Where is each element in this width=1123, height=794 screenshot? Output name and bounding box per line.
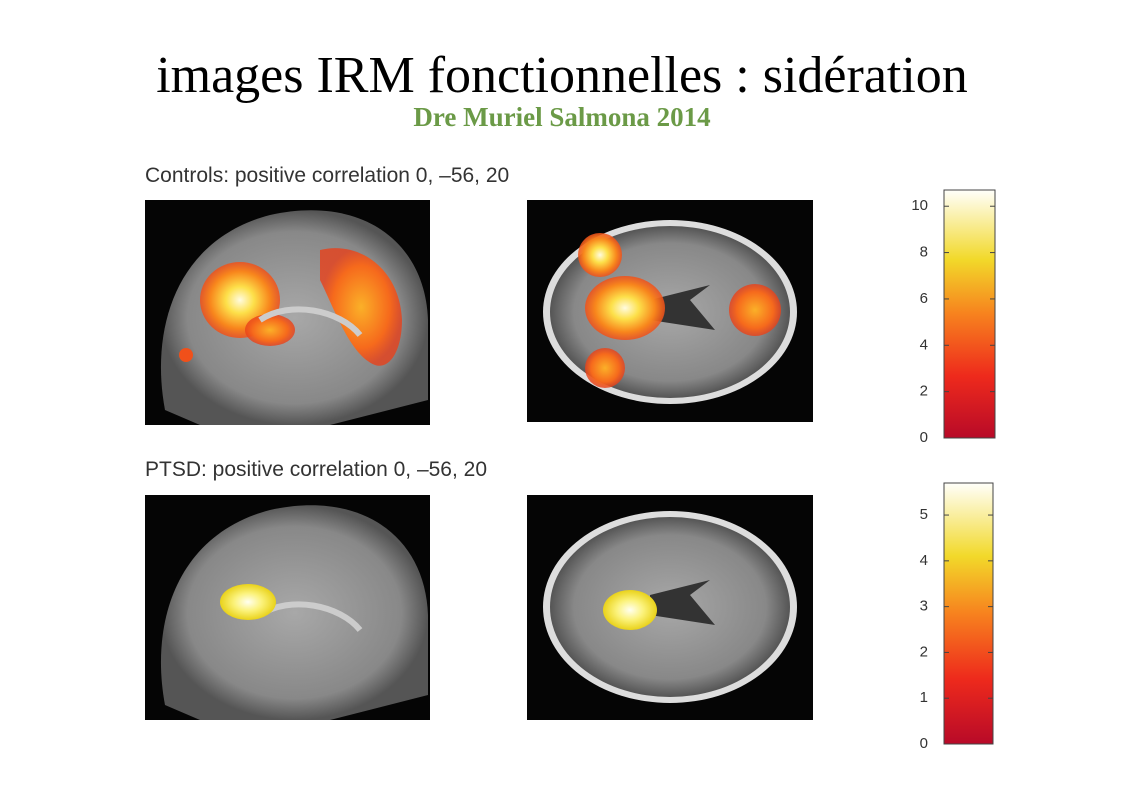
tick-label: 0	[920, 735, 928, 752]
brain-sagittal	[145, 200, 430, 425]
tick-label: 6	[920, 290, 928, 307]
tick-label: 2	[920, 383, 928, 400]
title: images IRM fonctionnelles : sidération	[156, 47, 968, 104]
tick-label: 4	[920, 336, 928, 353]
panel-label: Controls: positive correlation 0, –56, 2…	[145, 164, 509, 187]
brain-axial	[527, 495, 813, 720]
colorbar	[943, 482, 994, 745]
tick-label: 3	[920, 598, 928, 615]
brain-sagittal	[145, 495, 430, 720]
subtitle: Dre Muriel Salmona 2014	[413, 102, 710, 132]
brain-axial	[527, 200, 813, 422]
tick-label: 4	[920, 552, 928, 569]
tick-label: 10	[911, 197, 928, 214]
tick-label: 0	[920, 429, 928, 446]
tick-label: 2	[920, 643, 928, 660]
tick-label: 5	[920, 506, 928, 523]
panel-label: PTSD: positive correlation 0, –56, 20	[145, 458, 487, 481]
tick-label: 8	[920, 244, 928, 261]
tick-label: 1	[920, 689, 928, 706]
colorbar	[943, 189, 996, 439]
